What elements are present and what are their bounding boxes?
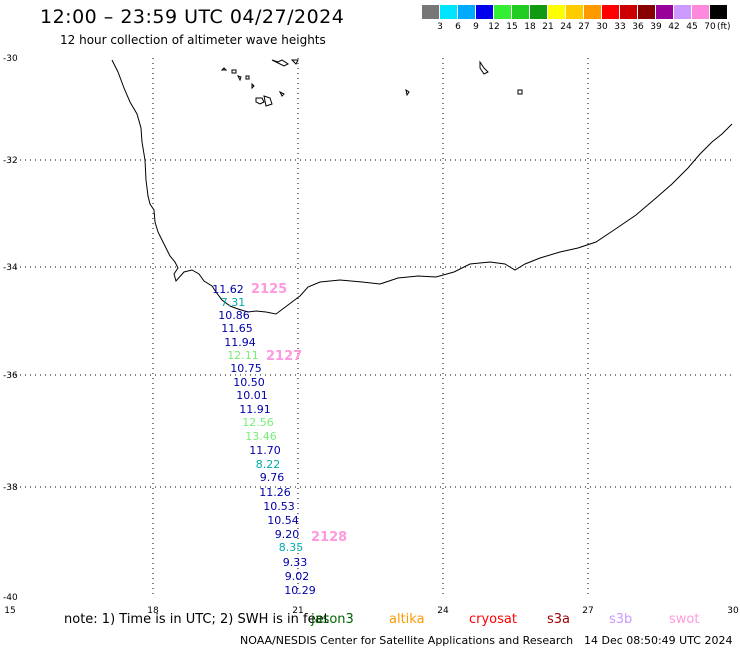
longitude-label: 21 [292,606,303,616]
wave-height-reading: 10.53 [263,500,295,513]
legend-tick-label: 45 [686,22,698,32]
island-coastline [220,59,523,107]
longitude-label: 27 [582,606,593,616]
legend-tick-label: 39 [650,22,662,32]
latitude-label: -34 [3,263,18,273]
legend-swatch [566,5,583,19]
wave-height-reading: 8.22 [256,458,281,471]
map-subtitle: 12 hour collection of altimeter wave hei… [60,33,326,47]
longitude-label: 18 [147,606,159,616]
wave-height-reading: 10.29 [284,584,316,597]
wave-height-reading: 9.02 [285,570,310,583]
legend-tick-label: 42 [668,22,680,32]
wave-readings: 11.627.3110.8611.6511.9412.1110.7510.501… [212,283,316,597]
legend-tick-label: 6 [455,22,461,32]
wave-height-reading: 10.50 [233,376,265,389]
track-id-label: 2128 [311,530,347,545]
legend-swatch [440,5,457,19]
wave-height-reading: 12.11 [227,349,259,362]
legend-swatch [710,5,727,19]
legend-swatch [620,5,637,19]
graticule: 15 18 21 24 27 30 -30 -32 -34 -36 -38 -40 [3,54,739,616]
wave-height-reading: 10.01 [236,389,268,402]
satellite-name-cryosat: cryosat [469,612,517,627]
longitude-label: 30 [727,606,739,616]
legend-tick-label: 30 [596,22,608,32]
legend-swatch [512,5,529,19]
legend-tick-label: 36 [632,22,644,32]
legend-swatch [656,5,673,19]
legend-unit: (ft) [717,22,731,32]
track-labels: 2125 2127 2128 [251,282,347,545]
footer-credit: NOAA/NESDIS Center for Satellite Applica… [240,634,574,647]
track-id-label: 2125 [251,282,287,297]
wave-height-reading: 11.26 [259,486,291,499]
wave-height-reading: 9.76 [260,471,285,484]
south-africa-coastline [111,59,733,315]
wave-height-reading: 13.46 [245,430,277,443]
longitude-label: 15 [4,606,15,616]
wave-height-reading: 9.20 [275,528,300,541]
legend-swatch [638,5,655,19]
wave-height-reading: 7.31 [221,296,246,309]
legend-swatch [458,5,475,19]
latitude-label: -32 [3,156,18,166]
track-id-label: 2127 [266,349,302,364]
wave-height-reading: 10.54 [267,514,299,527]
wave-height-reading: 8.35 [279,541,304,554]
wave-height-reading: 11.70 [249,444,281,457]
map-title: 12:00 – 23:59 UTC 04/27/2024 [40,6,345,28]
coastline [111,59,733,315]
legend-swatch [584,5,601,19]
latitude-label: -36 [3,371,18,381]
legend-swatch [422,5,439,19]
satellite-name-altika: altika [389,612,425,627]
footer-timestamp: 14 Dec 08:50:49 UTC 2024 [584,634,733,647]
legend-swatch [674,5,691,19]
legend-swatch [494,5,511,19]
footer-note: note: 1) Time is in UTC; 2) SWH is in fe… [64,612,329,627]
satellite-name-s3a: s3a [547,612,571,627]
latitude-label: -38 [3,483,18,493]
wave-height-reading: 11.65 [221,322,253,335]
latitude-label: -30 [3,54,18,64]
wave-height-reading: 10.75 [230,362,262,375]
longitude-label: 24 [437,606,449,616]
satellite-name-jason3: jason3 [311,612,354,627]
legend-tick-label: 15 [506,22,518,32]
latitude-label: -40 [3,593,18,603]
wave-height-reading: 11.62 [212,283,244,296]
legend-swatch [548,5,565,19]
legend-tick-label: 27 [578,22,590,32]
legend-tick-label: 18 [524,22,536,32]
wave-height-reading: 12.56 [242,416,274,429]
wave-height-reading: 11.91 [239,403,271,416]
legend-tick-label: 9 [473,22,479,32]
wave-height-reading: 11.94 [224,336,256,349]
wave-height-reading: 9.33 [283,556,308,569]
legend-tick-label: 70 [704,22,716,32]
legend-swatch [602,5,619,19]
wave-height-reading: 10.86 [218,309,250,322]
legend-tick-label: 3 [437,22,443,32]
satellite-name-s3b: s3b [609,612,633,627]
legend-tick-label: 33 [614,22,626,32]
satellite-name-swot: swot [669,612,700,627]
legend-swatch [476,5,493,19]
legend-swatch [530,5,547,19]
legend-tick-label: 24 [560,22,572,32]
legend-tick-label: 21 [542,22,554,32]
legend-swatch [692,5,709,19]
legend-tick-label: 12 [488,22,500,32]
